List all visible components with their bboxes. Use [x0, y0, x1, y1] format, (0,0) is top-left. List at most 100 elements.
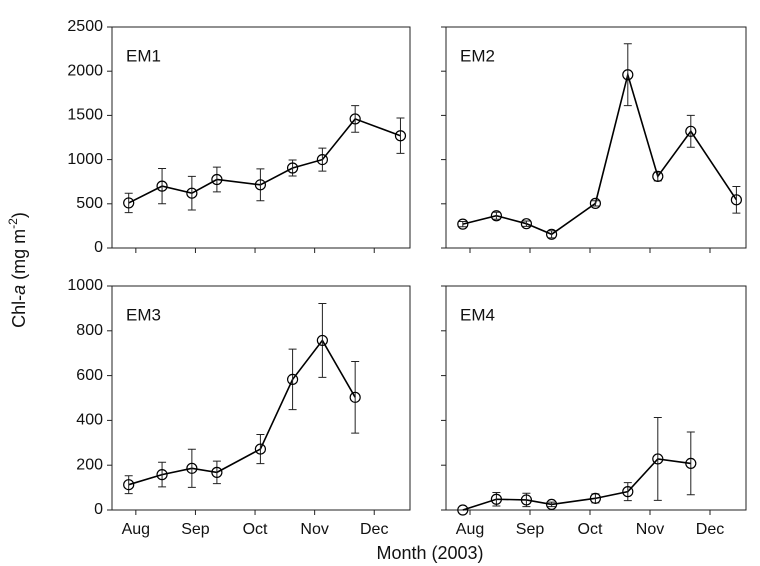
plot-frame — [111, 26, 411, 249]
plot-frame — [111, 285, 411, 511]
panel-title: EM1 — [126, 46, 161, 65]
y-axis-label: Chl-a (mg m-2) — [6, 212, 29, 328]
error-bar — [623, 482, 632, 502]
x-tick-label: Oct — [578, 521, 603, 538]
data-point — [730, 194, 743, 206]
series-line — [128, 117, 401, 204]
y-tick-label: 1500 — [67, 107, 103, 124]
x-tick-label: Sep — [181, 521, 210, 538]
error-bar — [351, 360, 360, 434]
x-tick-label: Dec — [360, 521, 388, 538]
data-point — [622, 69, 634, 81]
error-bar — [288, 348, 297, 411]
data-point — [652, 170, 664, 182]
data-point — [186, 187, 198, 199]
error-bar — [653, 416, 662, 501]
error-bar — [256, 434, 265, 465]
data-point — [394, 130, 407, 142]
error-bar — [458, 220, 467, 228]
data-point — [316, 154, 328, 166]
x-tick-label: Nov — [636, 521, 664, 538]
data-point — [211, 466, 223, 478]
data-point — [520, 218, 533, 230]
y-tick-label: 2000 — [67, 62, 103, 79]
y-tick-label: 0 — [94, 501, 103, 518]
error-bar — [158, 461, 167, 488]
error-bar — [124, 475, 133, 495]
error-bar — [187, 175, 196, 211]
data-point — [123, 197, 135, 209]
data-point — [685, 125, 697, 137]
data-point — [652, 453, 664, 465]
data-point — [286, 162, 299, 174]
y-label-part: a — [9, 285, 29, 295]
error-bar — [396, 117, 405, 154]
data-point — [685, 457, 697, 470]
panel-title: EM3 — [126, 305, 161, 324]
data-point — [186, 462, 198, 474]
error-bar — [522, 220, 531, 227]
x-tick-label: Oct — [243, 521, 268, 538]
data-point — [490, 210, 502, 222]
y-label-part: -2 — [6, 218, 20, 229]
x-tick-label: Aug — [456, 521, 484, 538]
error-bar — [318, 302, 327, 378]
y-label-part: Chl- — [9, 295, 29, 328]
series-line — [128, 338, 356, 486]
error-bar — [686, 431, 695, 496]
error-bar — [351, 105, 360, 133]
x-tick-label: Dec — [696, 521, 724, 538]
x-tick-label: Sep — [516, 521, 545, 538]
y-label-part: (mg m — [9, 229, 29, 285]
data-point — [457, 504, 469, 516]
y-tick-label: 2500 — [67, 18, 103, 35]
data-point — [156, 469, 168, 481]
y-tick-label: 800 — [76, 322, 103, 339]
x-axis-label: Month (2003) — [376, 543, 483, 563]
y-label-part: ) — [9, 212, 29, 218]
error-bar — [623, 43, 632, 107]
data-point — [349, 113, 361, 125]
error-bar — [124, 192, 133, 214]
error-bar — [318, 147, 327, 172]
x-tick-label: Aug — [122, 521, 150, 538]
error-bar — [686, 114, 695, 148]
data-point — [457, 218, 469, 230]
error-bar — [212, 166, 221, 193]
plot-frame — [445, 26, 747, 249]
data-point — [211, 173, 223, 186]
data-point — [520, 494, 533, 506]
data-point — [254, 443, 267, 455]
error-bar — [256, 168, 265, 202]
series-line — [462, 71, 738, 236]
y-tick-label: 600 — [76, 367, 103, 384]
plot-frame — [445, 285, 747, 511]
y-tick-label: 400 — [76, 412, 103, 429]
error-bar — [212, 460, 221, 485]
data-point — [349, 391, 361, 403]
y-tick-label: 1000 — [67, 151, 103, 168]
panel-title: EM4 — [460, 305, 495, 324]
data-point — [545, 228, 558, 240]
y-tick-label: 1000 — [67, 277, 103, 294]
data-point — [589, 197, 602, 209]
y-tick-label: 500 — [76, 195, 103, 212]
error-bar — [591, 200, 600, 207]
y-tick-label: 200 — [76, 456, 103, 473]
error-bar — [158, 167, 167, 205]
data-point — [622, 486, 634, 498]
data-point — [545, 498, 558, 510]
error-bar — [547, 501, 556, 508]
data-point — [490, 493, 502, 505]
data-point — [123, 479, 135, 491]
data-point — [316, 334, 328, 347]
error-bar — [187, 448, 196, 488]
data-point — [286, 373, 299, 386]
x-tick-label: Nov — [300, 521, 328, 538]
data-point — [254, 179, 267, 191]
data-point — [589, 492, 602, 504]
data-point — [156, 180, 168, 192]
error-bar — [732, 186, 741, 214]
panel-title: EM2 — [460, 46, 495, 65]
